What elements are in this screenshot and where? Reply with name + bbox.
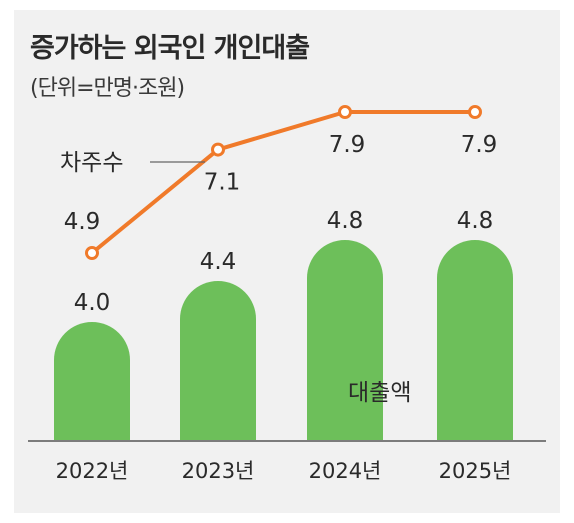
x-tick-label: 2025년 (439, 459, 512, 483)
line-value-label: 7.1 (204, 170, 241, 196)
line-point (211, 142, 225, 157)
bar-2023년 (180, 281, 256, 440)
line-value-label: 4.9 (64, 209, 101, 235)
line-point (338, 105, 352, 119)
line-point (468, 105, 482, 119)
line-value-label: 7.9 (329, 132, 366, 158)
series-label-borrowers: 차주수 (60, 150, 123, 176)
bar-layer (28, 240, 546, 442)
line-point (85, 246, 99, 260)
chart-title: 증가하는 외국인 개인대출 (30, 33, 310, 64)
bar-2022년 (54, 322, 130, 440)
bar-value-label: 4.4 (200, 249, 237, 275)
bar-value-label: 4.8 (457, 208, 494, 234)
bar-value-label: 4.8 (327, 208, 364, 234)
bar-2025년 (437, 240, 513, 440)
chart-subtitle: (단위=만명·조원) (30, 76, 185, 101)
x-tick-label: 2022년 (56, 459, 129, 483)
series-label-loans: 대출액 (348, 380, 411, 406)
line-layer (85, 105, 482, 260)
x-tick-label: 2024년 (309, 459, 382, 483)
bar-2024년 (307, 240, 383, 440)
label-layer: 4.0 4.4 4.8 4.8 2022년 2023년 2024년 2025년 4.9 7.1 7.… (56, 132, 512, 483)
x-tick-label: 2023년 (182, 459, 255, 483)
bar-value-label: 4.0 (74, 290, 111, 316)
line-value-label: 7.9 (461, 132, 498, 158)
line-borrowers (90, 110, 475, 255)
